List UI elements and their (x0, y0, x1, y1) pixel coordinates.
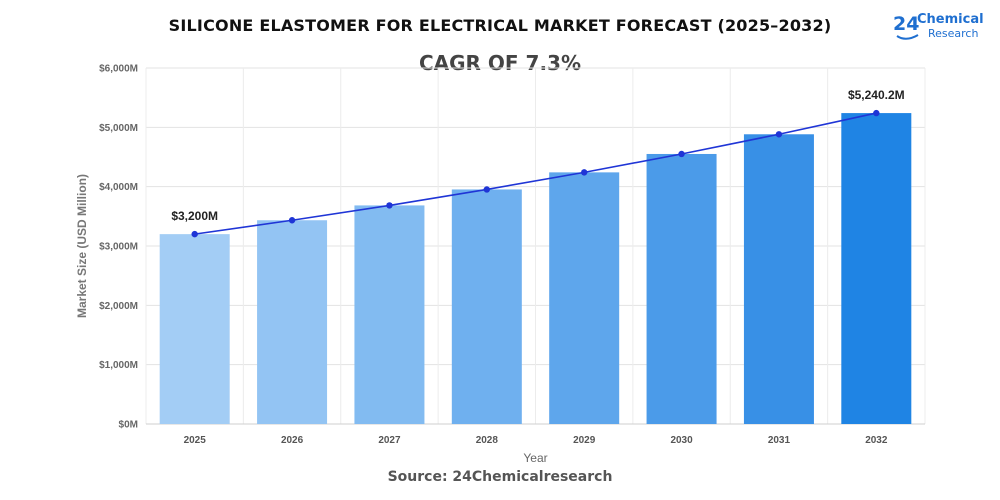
x-tick-label: 2029 (573, 435, 596, 446)
trend-point (191, 230, 198, 238)
data-label: $5,240.2M (848, 88, 905, 102)
y-tick-label: $0M (119, 420, 138, 431)
bar (354, 205, 425, 424)
logo-number: 24 (893, 13, 920, 35)
x-tick-label: 2026 (281, 435, 304, 446)
bar (159, 234, 230, 424)
trend-point (288, 217, 296, 224)
trend-point (483, 186, 491, 193)
y-tick-label: $2,000M (99, 301, 138, 312)
trend-point (873, 109, 880, 117)
y-tick-label: $6,000M (99, 64, 138, 75)
trend-point (775, 131, 783, 138)
trend-line (194, 112, 877, 235)
x-tick-label: 2028 (476, 435, 499, 446)
bar (646, 153, 717, 424)
x-tick-label: 2027 (378, 435, 401, 446)
x-tick-label: 2031 (768, 435, 791, 446)
bar (743, 134, 814, 424)
trend-point (580, 169, 588, 176)
x-tick-label: 2032 (865, 435, 888, 446)
y-tick-label: $5,000M (99, 123, 138, 134)
chart-title: SILICONE ELASTOMER FOR ELECTRICAL MARKET… (168, 16, 832, 35)
company-logo: 24 Chemical Research (893, 11, 993, 41)
source-label: Source: 24Chemicalresearch (387, 469, 613, 485)
bar (841, 113, 912, 424)
trend-point (386, 202, 393, 209)
logo-swirl-icon (896, 34, 919, 40)
logo-word-research: Research (928, 27, 979, 40)
y-axis-title: Market Size (USD Million) (75, 174, 89, 318)
bar (257, 220, 328, 424)
cagr-label: CAGR OF 7.3% (418, 51, 582, 75)
bar (451, 189, 522, 424)
x-tick-label: 2025 (184, 435, 207, 446)
x-tick-label: 2030 (670, 435, 693, 446)
y-tick-label: $3,000M (99, 242, 138, 253)
x-axis-title: Year (523, 451, 547, 465)
bar (549, 172, 620, 424)
trend-point (678, 150, 685, 158)
y-tick-label: $1,000M (99, 360, 138, 371)
data-label: $3,200M (171, 209, 218, 223)
y-tick-label: $4,000M (99, 182, 138, 193)
logo-word-chemical: Chemical (917, 12, 984, 27)
